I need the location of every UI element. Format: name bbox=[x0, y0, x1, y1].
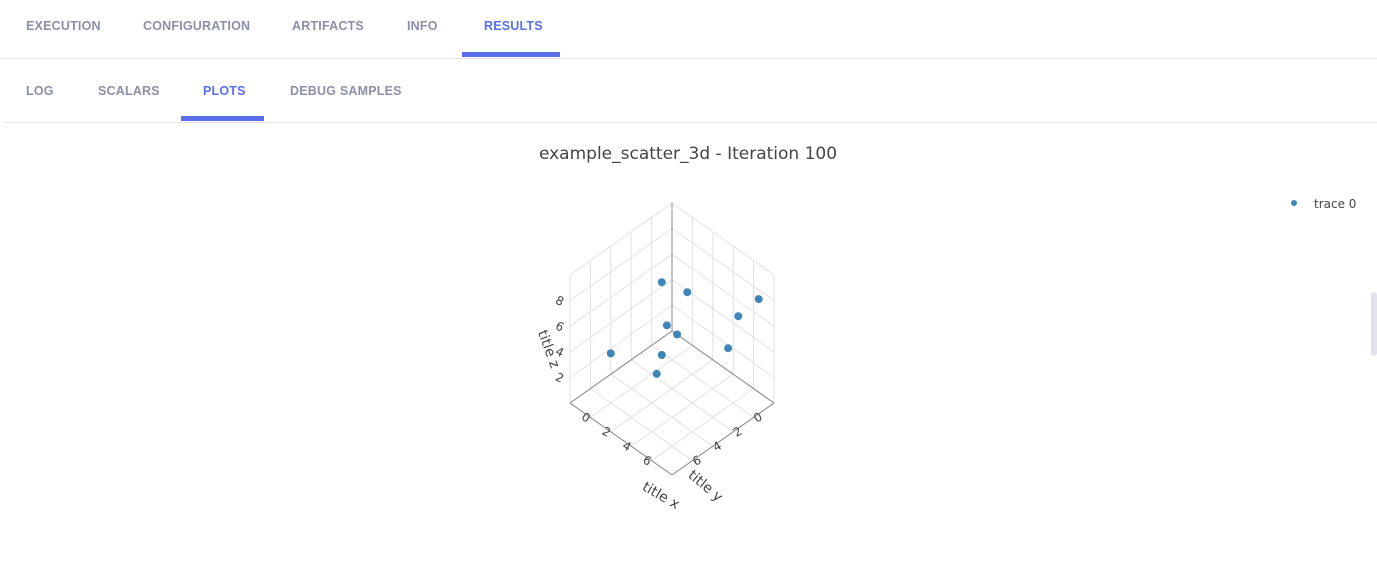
y-axis-title: title y bbox=[685, 467, 726, 505]
floor-gridline bbox=[651, 388, 754, 462]
wall-gridline bbox=[569, 304, 673, 378]
scatter-point[interactable] bbox=[652, 369, 661, 378]
legend[interactable]: trace 0 bbox=[1291, 197, 1356, 211]
wall-gridline bbox=[671, 304, 775, 378]
wall-gridline bbox=[671, 253, 775, 327]
scatter-point[interactable] bbox=[734, 312, 743, 321]
point-layer bbox=[606, 278, 763, 378]
scatter-3d-plot[interactable]: example_scatter_3d - Iteration 100 trace… bbox=[0, 123, 1377, 560]
scatter-point[interactable] bbox=[673, 330, 682, 339]
y-tick-label: 0 bbox=[751, 410, 765, 426]
wall-gridline bbox=[671, 202, 775, 276]
front-edge-line bbox=[671, 402, 775, 476]
tab-artifacts[interactable]: ARTIFACTS bbox=[292, 19, 364, 33]
x-axis-line bbox=[671, 330, 775, 404]
tab-execution[interactable]: EXECUTION bbox=[26, 19, 101, 33]
scatter-point[interactable] bbox=[657, 351, 666, 359]
scatter-point[interactable] bbox=[606, 349, 615, 358]
y-tick-label: 4 bbox=[710, 438, 724, 454]
axis-layer bbox=[569, 203, 775, 476]
sub-tab-active-indicator bbox=[181, 116, 264, 121]
floor-gridline bbox=[590, 388, 693, 462]
x-axis-title: title x bbox=[639, 479, 682, 513]
wall-gridline bbox=[569, 279, 673, 353]
floor-gridline bbox=[610, 359, 714, 433]
z-tick-label: 6 bbox=[553, 319, 566, 335]
chart-title: example_scatter_3d - Iteration 100 bbox=[539, 144, 837, 164]
legend-marker bbox=[1291, 200, 1297, 206]
floor-gridline bbox=[630, 373, 734, 447]
wall-gridline bbox=[671, 228, 775, 302]
main-tab-bar: EXECUTION CONFIGURATION ARTIFACTS INFO R… bbox=[0, 0, 1377, 59]
scatter-point[interactable] bbox=[724, 344, 733, 353]
plot-panel: example_scatter_3d - Iteration 100 trace… bbox=[0, 123, 1377, 560]
axis-title-layer: title x title y title z bbox=[534, 328, 726, 513]
y-tick-label: 6 bbox=[690, 453, 704, 469]
vertical-scrollbar[interactable] bbox=[1371, 292, 1377, 356]
tab-log[interactable]: LOG bbox=[26, 84, 54, 98]
legend-entry: trace 0 bbox=[1314, 197, 1356, 211]
y-tick-label: 2 bbox=[731, 424, 745, 440]
z-tick-label: 8 bbox=[553, 293, 566, 309]
wall-gridline bbox=[569, 202, 673, 276]
tab-configuration[interactable]: CONFIGURATION bbox=[143, 19, 251, 33]
wall-gridline bbox=[569, 253, 673, 327]
sub-tab-bar: LOG SCALARS PLOTS DEBUG SAMPLES bbox=[4, 59, 1377, 123]
wall-gridline bbox=[569, 228, 673, 302]
tab-results[interactable]: RESULTS bbox=[484, 19, 543, 33]
floor-gridline bbox=[590, 344, 693, 418]
scatter-point[interactable] bbox=[662, 321, 671, 330]
z-tick-label: 2 bbox=[553, 370, 566, 386]
floor-gridline bbox=[610, 373, 714, 447]
scatter-point[interactable] bbox=[683, 288, 692, 297]
tab-debug-samples[interactable]: DEBUG SAMPLES bbox=[290, 84, 402, 98]
tab-scalars[interactable]: SCALARS bbox=[98, 84, 160, 98]
floor-gridline bbox=[630, 359, 734, 433]
tab-info[interactable]: INFO bbox=[407, 19, 438, 33]
y-axis-line bbox=[569, 330, 673, 404]
floor-gridline bbox=[651, 344, 754, 418]
scatter-point[interactable] bbox=[657, 278, 666, 287]
front-edge-line bbox=[569, 402, 673, 476]
tab-plots[interactable]: PLOTS bbox=[203, 84, 246, 98]
main-tab-active-indicator bbox=[462, 52, 560, 57]
scatter-point[interactable] bbox=[754, 295, 763, 304]
